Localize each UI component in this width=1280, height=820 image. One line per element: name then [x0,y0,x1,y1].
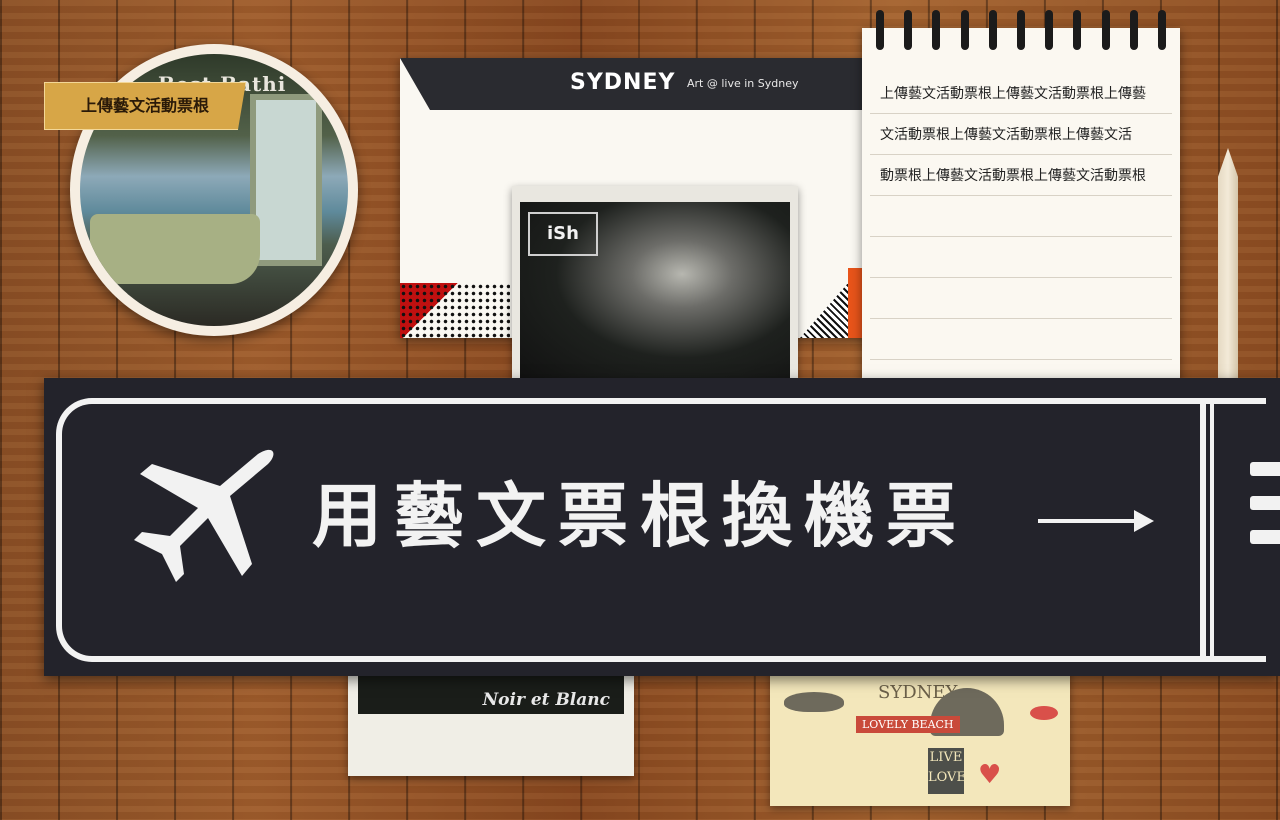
notepad-line: 上傳藝文活動票根上傳藝文活動票根上傳藝 [870,74,1172,114]
menu-icon[interactable] [1250,462,1280,602]
ring [1157,10,1166,50]
ring [988,10,997,50]
ring [1045,10,1054,50]
pattern-decoration-left [400,283,510,338]
ring [1129,10,1138,50]
banner-title: 用藝文票根換機票 [312,475,968,557]
banner-divider [1210,398,1214,662]
poster-sign: LIVE LOVE [928,748,966,794]
notepad-line-empty [870,320,1172,360]
mustache-icon [784,692,844,712]
notepad-line: 文活動票根上傳藝文活動票根上傳藝文活 [870,115,1172,155]
notepad: 上傳藝文活動票根上傳藝文活動票根上傳藝 文活動票根上傳藝文活動票根上傳藝文活 動… [862,10,1180,388]
menu-bar [1250,462,1280,476]
upload-ticket-badge[interactable]: 上傳藝文活動票根 [44,82,246,130]
ring [876,10,884,50]
banner-divider [1200,398,1206,662]
spiral-binding [876,10,1166,50]
card-tagline: Art @ live in Sydney [687,77,799,90]
exchange-ticket-banner[interactable]: 用藝文票根換機票 [44,378,1280,676]
ring [1073,10,1082,50]
ring [904,10,913,50]
ring [1016,10,1025,50]
heart-icon: ♥ [978,760,1002,790]
poster-city: SYDNEY [878,682,958,703]
pencil [1218,148,1238,388]
banner-frame [56,398,1266,662]
bathroom-window [250,94,322,266]
notepad-line-empty [870,238,1172,278]
ring [1101,10,1110,50]
bathtub [90,214,260,284]
arrow-right-icon [1038,510,1154,532]
album-cover[interactable]: iSh [512,186,798,386]
polaroid-caption: Noir et Blanc [482,690,610,710]
notepad-line-empty [870,197,1172,237]
ring [960,10,969,50]
airplane-icon [134,449,274,582]
notepad-line: 動票根上傳藝文活動票根上傳藝文活動票根 [870,156,1172,196]
ring [932,10,941,50]
notepad-line-empty [870,279,1172,319]
menu-bar [1250,496,1280,510]
card-header [400,58,870,110]
poster-ribbon: LOVELY BEACH [856,716,960,733]
album-photo: iSh [520,202,790,382]
menu-bar [1250,530,1280,544]
sydney-logo: SYDNEY [570,70,676,95]
album-logo: iSh [528,212,598,256]
lips-icon [1030,706,1058,720]
